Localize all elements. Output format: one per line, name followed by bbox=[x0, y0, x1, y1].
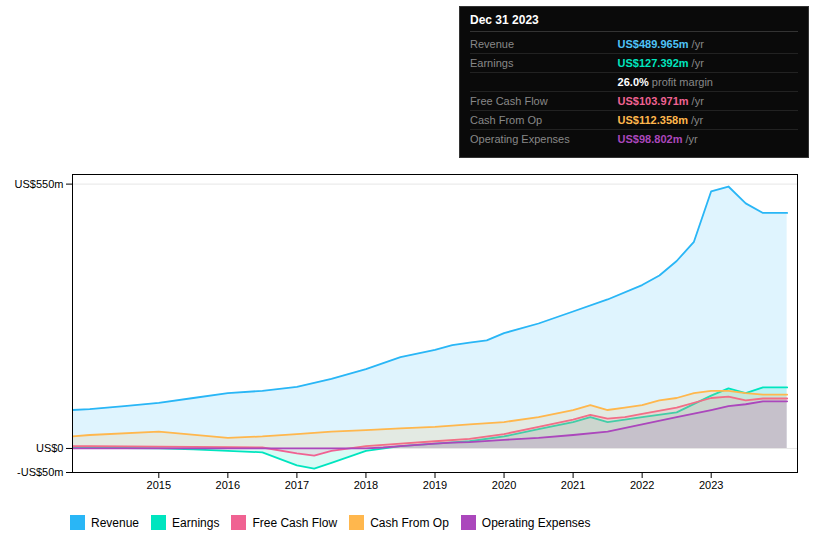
html-text:US$489.965m /yr: US$489.965m /yr bbox=[617, 38, 704, 50]
svg-text:2019: 2019 bbox=[423, 479, 447, 491]
html-text:Free Cash Flow: Free Cash Flow bbox=[470, 95, 548, 107]
html-text:Operating Expenses: Operating Expenses bbox=[481, 515, 591, 530]
html-text:US$103.971m /yr: US$103.971m /yr bbox=[617, 95, 704, 107]
html-text:Revenue: Revenue bbox=[470, 38, 514, 50]
html-text:Cash From Op: Cash From Op bbox=[370, 515, 449, 530]
html-text:Earnings: Earnings bbox=[470, 57, 514, 69]
svg-text:2020: 2020 bbox=[492, 479, 516, 491]
svg-text:2022: 2022 bbox=[630, 479, 654, 491]
svg-text:-US$50m: -US$50m bbox=[17, 466, 63, 478]
svg-text:2018: 2018 bbox=[354, 479, 378, 491]
html-text:Operating Expenses: Operating Expenses bbox=[470, 133, 570, 145]
html-text:Dec 31 2023: Dec 31 2023 bbox=[470, 13, 539, 27]
svg-text:2015: 2015 bbox=[147, 479, 171, 491]
html-text:Revenue: Revenue bbox=[91, 515, 139, 530]
html-text:Free Cash Flow: Free Cash Flow bbox=[252, 515, 338, 530]
svg-text:2017: 2017 bbox=[285, 479, 309, 491]
html-text:US$98.802m /yr: US$98.802m /yr bbox=[617, 133, 698, 145]
svg-text:US$0: US$0 bbox=[36, 442, 64, 454]
html-text:Cash From Op: Cash From Op bbox=[470, 114, 543, 126]
html-text:Earnings: Earnings bbox=[172, 515, 220, 530]
svg-text:US$550m: US$550m bbox=[15, 178, 64, 190]
svg-text:2016: 2016 bbox=[216, 479, 240, 491]
svg-text:2023: 2023 bbox=[699, 479, 723, 491]
html-text:US$127.392m /yr: US$127.392m /yr bbox=[617, 57, 704, 69]
html-text:26.0% profit margin: 26.0% profit margin bbox=[617, 76, 713, 88]
svg-text:2021: 2021 bbox=[561, 479, 585, 491]
html-text:US$112.358m /yr: US$112.358m /yr bbox=[617, 114, 704, 126]
